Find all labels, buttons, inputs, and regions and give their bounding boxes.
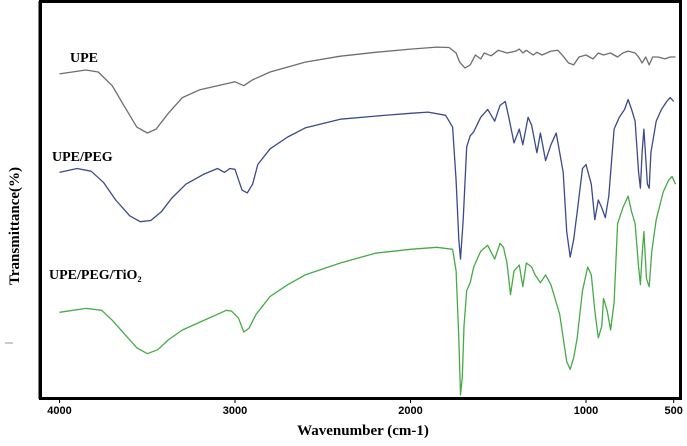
- x-tick-label-3: 1000: [574, 405, 598, 417]
- x-tick-label-4: 500: [665, 405, 683, 417]
- plot-frame: [39, 0, 682, 400]
- series-line-2: [59, 175, 677, 396]
- x-tick-label-0: 4000: [47, 405, 71, 417]
- series-layer: [59, 46, 677, 396]
- series-label-upe-peg-tio2: UPE/PEG/TiO₂: [49, 268, 142, 283]
- x-tick-label-2: 2000: [398, 405, 422, 417]
- series-line-0: [59, 46, 676, 134]
- x-tick-layer: 4000 3000 2000 1000 500: [47, 398, 683, 417]
- y-axis-title: Transmittance(%): [7, 167, 23, 285]
- x-axis-title: Wavenumber (cm-1): [297, 423, 429, 439]
- series-label-upe-peg: UPE/PEG: [52, 150, 113, 165]
- x-tick-label-1: 3000: [223, 405, 247, 417]
- series-line-1: [59, 96, 675, 260]
- series-label-upe: UPE: [70, 51, 98, 66]
